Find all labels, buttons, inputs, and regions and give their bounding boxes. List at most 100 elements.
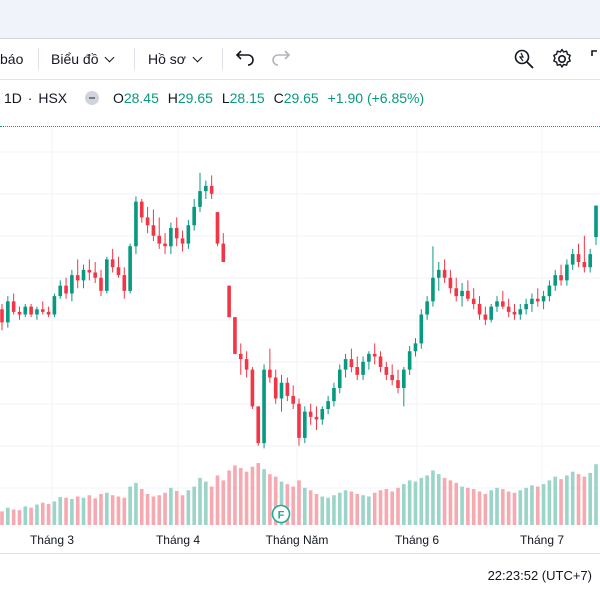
candle (530, 293, 534, 312)
alert-button[interactable]: báo (0, 39, 23, 79)
chart-grid (0, 127, 600, 527)
volume-bar (541, 484, 546, 525)
volume-bar (122, 497, 127, 525)
chart-type-dropdown[interactable]: Biểu đồ (51, 39, 115, 79)
candle (0, 304, 4, 331)
candle (314, 406, 319, 430)
redo-icon[interactable] (270, 47, 294, 71)
volume-bar (588, 472, 592, 525)
candle (233, 317, 237, 354)
candle (279, 374, 284, 412)
volume-bar (390, 491, 394, 525)
volume-bar (174, 490, 179, 525)
undo-icon[interactable] (232, 47, 256, 71)
volume-bar (413, 481, 418, 525)
candle (390, 364, 394, 386)
candle (431, 246, 435, 307)
candle (17, 306, 22, 320)
candle (157, 217, 162, 249)
volume-bar (524, 487, 528, 525)
volume-bar (285, 484, 290, 525)
volume-bar (355, 494, 360, 525)
volume-bar (128, 486, 132, 525)
volume-bar (157, 495, 162, 525)
candle (215, 212, 220, 247)
candle (58, 280, 63, 299)
candle (524, 298, 528, 315)
volume-bar (163, 492, 167, 525)
chevron-down-icon (105, 52, 115, 63)
x-axis-label: Tháng 6 (394, 533, 440, 547)
candle (355, 356, 360, 381)
candle (297, 398, 301, 446)
chart-footer: 22:23:52 (UTC+7) (0, 553, 600, 601)
fullscreen-icon[interactable] (588, 47, 600, 71)
volume-bar (180, 495, 185, 525)
volume-bar (151, 496, 156, 525)
volume-bar (215, 475, 220, 525)
candle (425, 296, 429, 320)
candle (134, 196, 138, 255)
volume-bar (559, 479, 563, 525)
volume-bar (64, 497, 68, 525)
candle (35, 306, 39, 320)
candle (460, 283, 464, 307)
candle (407, 346, 412, 375)
candle (110, 248, 115, 273)
candle (116, 256, 121, 278)
volume-bar (186, 490, 191, 525)
profile-dropdown[interactable]: Hồ sơ (148, 39, 203, 79)
close-value: 29.65 (283, 90, 319, 106)
volume-bar (530, 485, 534, 525)
volume-bar (436, 474, 441, 525)
collapse-legend-icon[interactable] (85, 91, 100, 106)
candle (337, 364, 342, 394)
volume-bar (466, 487, 470, 525)
close-key: C (273, 90, 284, 106)
candle (466, 280, 470, 302)
x-axis-label: Tháng Năm (265, 533, 329, 547)
timezone-clock[interactable]: 22:23:52 (UTC+7) (487, 568, 592, 583)
candle (343, 353, 348, 378)
candle (384, 361, 389, 381)
volume-bar (442, 477, 447, 525)
volume-bar (105, 492, 109, 525)
financial-marker[interactable]: F (271, 504, 291, 524)
volume-bars (0, 463, 598, 525)
volume-bar (134, 482, 138, 525)
volume-bar (169, 487, 173, 525)
candle (541, 290, 546, 310)
settings-gear-icon[interactable] (550, 47, 574, 71)
candle (594, 205, 598, 245)
volume-bar (40, 502, 45, 525)
volume-bar (489, 490, 493, 525)
volume-bar (303, 487, 307, 525)
price-chart[interactable]: F (0, 127, 600, 527)
volume-bar (349, 491, 354, 525)
candle (174, 217, 179, 247)
candle (64, 277, 68, 299)
candle (396, 369, 400, 394)
quick-search-icon[interactable] (512, 47, 536, 71)
candle (227, 285, 231, 318)
candle (483, 306, 488, 325)
open-key: O (112, 90, 124, 106)
volume-bar (535, 486, 540, 525)
volume-bar (372, 492, 377, 525)
candle (186, 220, 191, 249)
volume-bar (553, 476, 558, 525)
chart-type-label: Biểu đồ (51, 51, 99, 67)
volume-bar (110, 495, 115, 525)
toolbar-divider (222, 48, 223, 70)
candle (361, 356, 365, 381)
chart-toolbar: báo Biểu đồ Hồ sơ (0, 39, 600, 80)
symbol-legend: 1D · HSX O28.45 H29.65 L28.15 C29.65 +1.… (0, 86, 429, 110)
candle (303, 406, 307, 444)
candle (99, 269, 103, 297)
volume-bar (17, 510, 22, 525)
volume-bar (70, 498, 74, 525)
candle (105, 256, 109, 294)
candle (145, 206, 150, 234)
candle (372, 343, 377, 365)
legend-dot-separator: · (27, 90, 33, 106)
